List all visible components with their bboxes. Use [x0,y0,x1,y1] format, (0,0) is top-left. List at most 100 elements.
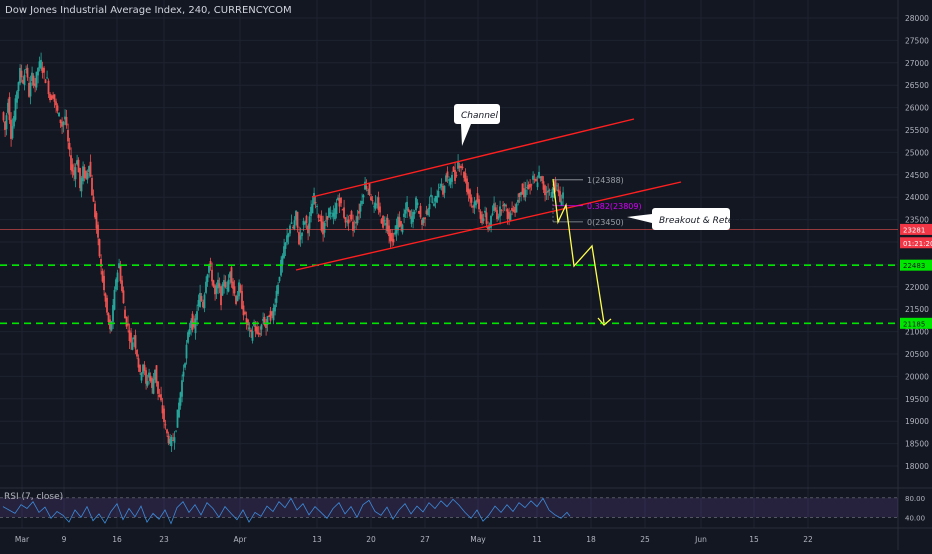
candle-body [359,203,362,212]
candle-body [67,130,69,142]
candle-body [454,170,456,181]
time-tick-label: 27 [420,535,430,544]
candle-body [425,210,428,215]
price-tag [900,259,932,271]
time-tick-label: 13 [312,535,322,544]
candle-body [215,285,218,294]
candle-body [80,177,83,192]
candle-body [452,166,455,172]
candle-body [409,210,411,217]
candle-body [301,232,303,236]
candle-body [112,305,114,322]
candle-body [223,280,225,287]
candle-body [415,197,417,211]
candle-body [539,176,542,178]
candle-body [497,216,500,219]
time-tick-label: 15 [749,535,759,544]
candle-body [22,79,24,84]
candle-body [100,259,102,267]
candle-body [400,221,402,227]
candle-body [377,197,380,211]
candle-body [470,197,473,203]
candle-body [304,222,306,225]
candle-body [53,94,56,102]
candle-body [13,116,15,127]
candle-body [176,409,179,428]
candle-body [160,394,162,401]
candle-body [526,187,528,188]
candle-body [221,284,224,296]
candle-body [184,363,186,368]
candle-body [466,178,468,192]
candle-body [362,195,365,198]
candle-body [181,380,183,397]
candle-body [385,222,387,226]
candle-body [271,311,273,316]
candle-body [200,296,203,301]
candle-body [341,209,344,211]
candle-body [157,381,159,394]
candle-body [457,161,459,169]
candle-body [242,305,245,316]
candle-body [329,212,332,214]
candle-body [212,280,215,287]
candle-body [68,142,71,150]
candle-body [514,207,516,213]
candle-body [287,233,290,238]
candle-body [487,225,489,230]
candle-body [451,174,453,182]
candle-body [473,201,476,208]
candle-body [424,217,426,220]
candle-body [386,217,389,232]
candle-body [374,202,377,209]
candle-body [128,330,131,341]
candle-body [178,402,180,418]
candle-body [469,189,471,199]
candle-body [275,290,278,303]
candle-body [152,379,155,394]
candle-body [280,259,282,276]
candle-body [319,219,321,222]
candle-body [25,69,27,70]
candle-body [484,210,486,213]
candle-body [427,209,429,216]
candle-body [191,313,194,330]
candle-body [56,105,59,111]
candle-body [352,221,354,231]
candle-body [26,67,29,78]
candle-body [161,405,164,414]
candle-body [554,179,557,191]
candle-body [143,364,146,372]
candle-body [478,199,480,210]
candle-body [139,364,141,373]
candle-body [521,183,524,195]
candle-body [164,424,167,426]
candle-body [382,215,384,228]
candle-body [311,203,314,214]
candle-body [8,96,11,120]
candle-body [292,227,294,229]
candle-body [437,190,440,198]
time-tick-label: Mar [15,535,30,544]
candle-body [547,190,549,193]
candle-body [481,214,483,224]
candle-body [439,187,441,189]
price-tick-label: 18500 [905,440,929,449]
candle-body [119,264,122,282]
channel-callout-text: Channel [461,111,498,121]
candle-body [325,220,327,222]
candle-body [344,217,347,223]
price-tick-label: 24500 [905,171,929,180]
price-tick-label: 24000 [905,193,929,202]
candle-body [244,312,246,315]
candle-body [71,164,74,172]
candle-body [281,255,284,265]
candle-body [145,370,147,384]
candle-body [506,209,509,219]
candle-body [250,329,252,332]
candle-body [323,222,326,233]
candle-body [443,185,446,193]
fib-label-1: 1(24388) [587,176,624,185]
